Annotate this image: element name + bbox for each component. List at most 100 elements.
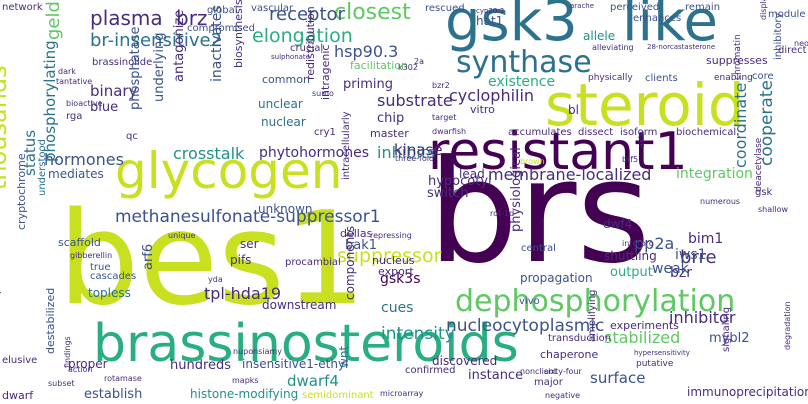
cloud-word: br-insensitive2: [90, 30, 223, 51]
cloud-word: phytohormones: [259, 145, 370, 161]
cloud-word: nonclient: [520, 367, 558, 376]
cloud-word: chaperone: [540, 348, 599, 361]
cloud-word: biochemical: [676, 127, 737, 138]
cloud-word: brassinosteroids: [93, 314, 519, 374]
cloud-word: dwarf4: [287, 372, 339, 390]
cloud-word: numerous: [700, 197, 741, 206]
cloud-word: repressing: [370, 231, 412, 240]
cloud-word: signaling: [721, 306, 732, 352]
cloud-word: mybl2: [709, 331, 750, 346]
cloud-word: weak: [652, 261, 689, 277]
cloud-word: kinase: [394, 141, 443, 159]
cloud-word: steroid: [545, 71, 745, 139]
cloud-word: dephosphorylation: [455, 284, 736, 319]
cloud-word: bl: [568, 103, 579, 117]
cloud-word: underlying: [152, 32, 167, 102]
cloud-word: sixty-four: [544, 367, 582, 376]
cloud-word: pro234-leu: [0, 239, 2, 294]
cloud-word: bim1: [688, 231, 724, 247]
cloud-word: intensity: [381, 324, 455, 344]
cloud-word: procambial: [285, 257, 341, 268]
cloud-word: direct: [778, 45, 807, 56]
cloud-word: display: [759, 0, 768, 20]
cloud-word: hat1: [476, 14, 504, 28]
cloud-word: cascades: [90, 271, 137, 282]
cloud-word: insensitive1-ethyl: [242, 357, 349, 371]
cloud-word: unique: [168, 231, 196, 240]
cloud-word: cyp20-2: [476, 7, 505, 15]
cloud-word: yda: [208, 275, 223, 284]
cloud-word: resistant1: [428, 122, 688, 182]
cloud-word: vivo: [519, 296, 540, 307]
cloud-word: master: [370, 127, 409, 140]
cloud-word: binary: [90, 82, 138, 100]
cloud-word: enabling: [714, 73, 753, 83]
cloud-word: antagonize: [172, 9, 187, 82]
cloud-word: clients: [645, 73, 678, 84]
cloud-word: dwarfish: [432, 127, 467, 136]
cloud-word: tpl-hda19: [204, 284, 282, 303]
cloud-word: mapks: [232, 376, 259, 385]
cloud-word: rescued: [425, 3, 465, 14]
cloud-word: chromatin: [733, 34, 743, 80]
cloud-word: isoform: [620, 127, 658, 138]
cloud-word: degradation: [783, 301, 792, 350]
cloud-word: mediates: [48, 167, 104, 181]
cloud-word: unknown: [258, 202, 313, 216]
cloud-word: vascular: [251, 3, 294, 14]
cloud-word: rot-1d: [490, 209, 515, 218]
cloud-word: priming: [343, 77, 393, 92]
cloud-word: ser: [240, 237, 259, 251]
cloud-word: brs: [428, 130, 651, 295]
cloud-word: amplifying: [587, 289, 598, 343]
cloud-word: stabilized: [604, 328, 681, 347]
cloud-word: crucial: [290, 43, 324, 54]
cloud-word: confirmed: [405, 365, 456, 376]
cloud-word: instance: [468, 368, 524, 383]
cloud-word: substrate: [377, 91, 453, 110]
cloud-word: common: [262, 73, 310, 86]
cloud-word: deacetylase: [754, 137, 764, 192]
cloud-word: suppressor: [337, 245, 442, 267]
cloud-word: elusive: [2, 355, 38, 366]
cloud-word: histone-modifying: [190, 387, 299, 401]
cloud-word: target: [432, 113, 457, 122]
cloud-word: bzr2: [432, 81, 450, 90]
cloud-word: facilitation: [350, 59, 408, 72]
cloud-word: elongation: [252, 25, 353, 47]
cloud-word: dwf4: [603, 217, 633, 231]
cloud-word: k302: [398, 63, 418, 72]
cloud-word: thousands: [0, 65, 12, 190]
cloud-word: module: [768, 9, 806, 20]
cloud-word: integration: [676, 166, 753, 182]
cloud-word: synthase: [456, 45, 592, 80]
cloud-word: immunoprecipitation: [687, 385, 808, 399]
cloud-word: brz: [176, 6, 208, 30]
cloud-word: sumo: [312, 89, 334, 98]
cloud-word: true: [90, 262, 111, 273]
cloud-word: pifs: [230, 253, 252, 267]
cloud-word: cry1: [314, 127, 336, 138]
cloud-word: inhibits: [377, 143, 436, 162]
cloud-word: global: [207, 5, 238, 16]
cloud-word: cryptochrome: [15, 153, 28, 230]
cloud-word: compromised: [187, 23, 255, 34]
cloud-word: transduction: [548, 333, 612, 344]
cloud-word: dwarf: [2, 389, 34, 402]
cloud-word: existence: [488, 74, 556, 90]
cloud-word: plasma: [90, 6, 163, 30]
cloud-word: btf5: [622, 155, 639, 164]
cloud-word: dellas: [340, 227, 373, 240]
cloud-word: nucleus: [372, 254, 415, 267]
cloud-word: semidominant: [302, 390, 374, 401]
cloud-word: central: [521, 243, 556, 254]
cloud-word: bioactive: [66, 99, 103, 108]
cloud-word: hypocotyl: [428, 174, 492, 189]
cloud-word: unclear: [258, 97, 303, 111]
cloud-word: export: [378, 265, 414, 278]
cloud-word: chip: [377, 111, 405, 126]
cloud-word: switch: [427, 186, 469, 201]
cloud-word: membrane-localized: [488, 165, 652, 184]
cloud-word: inhibitor: [669, 308, 736, 327]
